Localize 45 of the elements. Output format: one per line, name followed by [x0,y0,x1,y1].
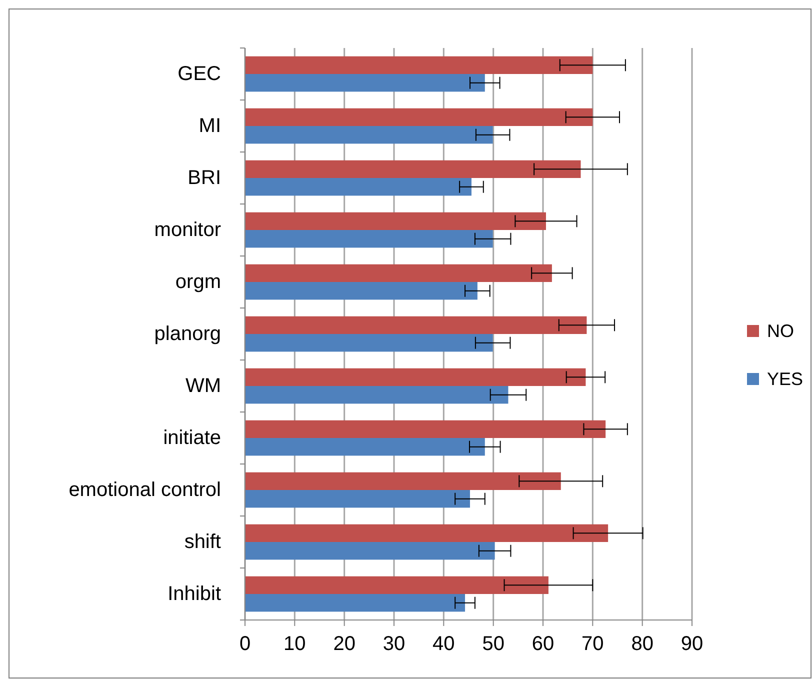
y-tick-label: initiate [163,427,221,449]
bar [245,490,470,508]
x-tick-label: 20 [333,633,356,655]
x-tick-label: 80 [631,633,654,655]
y-tick-label: WM [185,375,221,397]
bar [245,524,608,542]
bar [245,334,493,352]
x-tick-label: 10 [284,633,306,655]
bar [245,56,593,74]
y-tick-label: shift [184,531,222,553]
legend-label: NO [767,321,794,341]
bar [245,126,493,144]
x-tick-label: 30 [382,633,406,655]
x-tick-label: 70 [582,633,604,655]
bar [245,230,493,248]
x-tick-label: 0 [239,633,251,655]
bar [245,438,485,456]
bar [245,316,587,334]
y-tick-label: planorg [154,323,221,345]
bar [245,108,593,126]
x-tick-label: 50 [482,633,504,655]
bar [245,282,478,300]
bar [245,576,548,594]
y-tick-label: orgm [175,271,221,293]
y-tick-label: monitor [154,219,222,241]
y-tick-label: MI [198,115,221,137]
y-tick-label: GEC [178,63,221,85]
y-tick-label: BRI [188,167,221,189]
legend-label: YES [767,369,804,389]
y-tick-label: Inhibit [168,583,222,605]
bar [245,472,561,490]
bar [245,594,466,612]
bar [245,264,552,282]
bar [245,212,546,230]
bar [245,368,586,386]
x-tick-label: 40 [432,633,455,655]
y-tick-label: emotional control [68,479,221,501]
bar [245,386,508,404]
bar [245,160,581,178]
bar [245,420,606,438]
bar [245,178,472,196]
bar [245,74,485,92]
x-tick-label: 60 [532,633,554,655]
bar [245,542,495,560]
x-tick-label: 90 [680,633,704,655]
